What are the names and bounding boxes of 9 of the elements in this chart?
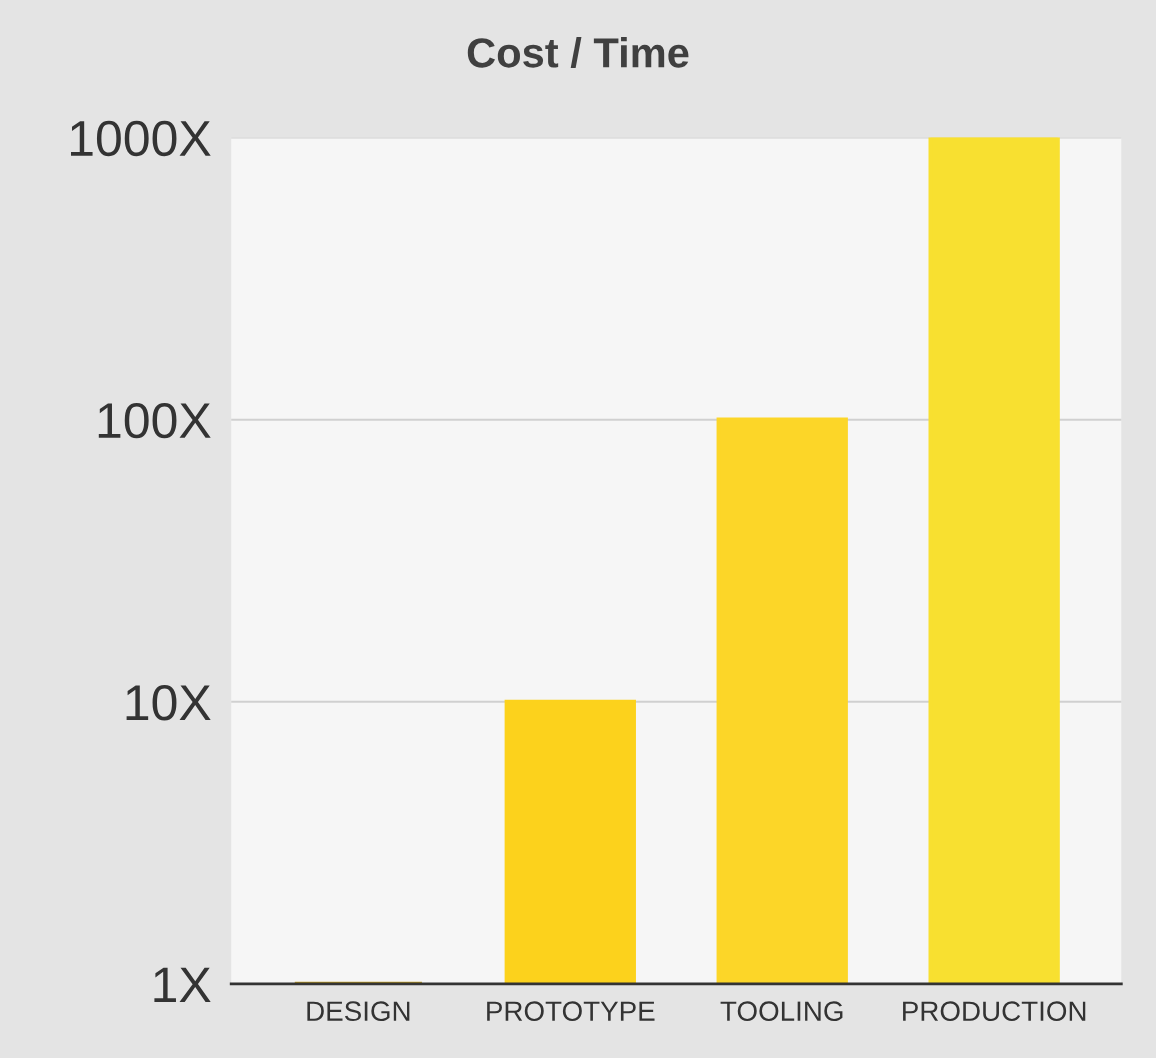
y-tick-label: 1X bbox=[154, 967, 211, 1003]
y-tick-label: 100X bbox=[98, 402, 211, 439]
x-tick-label: DESIGN bbox=[307, 1001, 410, 1022]
x-tick-label: PRODUCTION bbox=[903, 1001, 1086, 1022]
x-tick-label: PROTOTYPE bbox=[487, 1001, 655, 1022]
x-tick-label: TOOLING bbox=[720, 1001, 843, 1022]
y-tick-label: 10X bbox=[126, 685, 211, 721]
chart-title: Cost / Time bbox=[467, 37, 689, 69]
y-tick-label: 1000X bbox=[71, 120, 211, 157]
